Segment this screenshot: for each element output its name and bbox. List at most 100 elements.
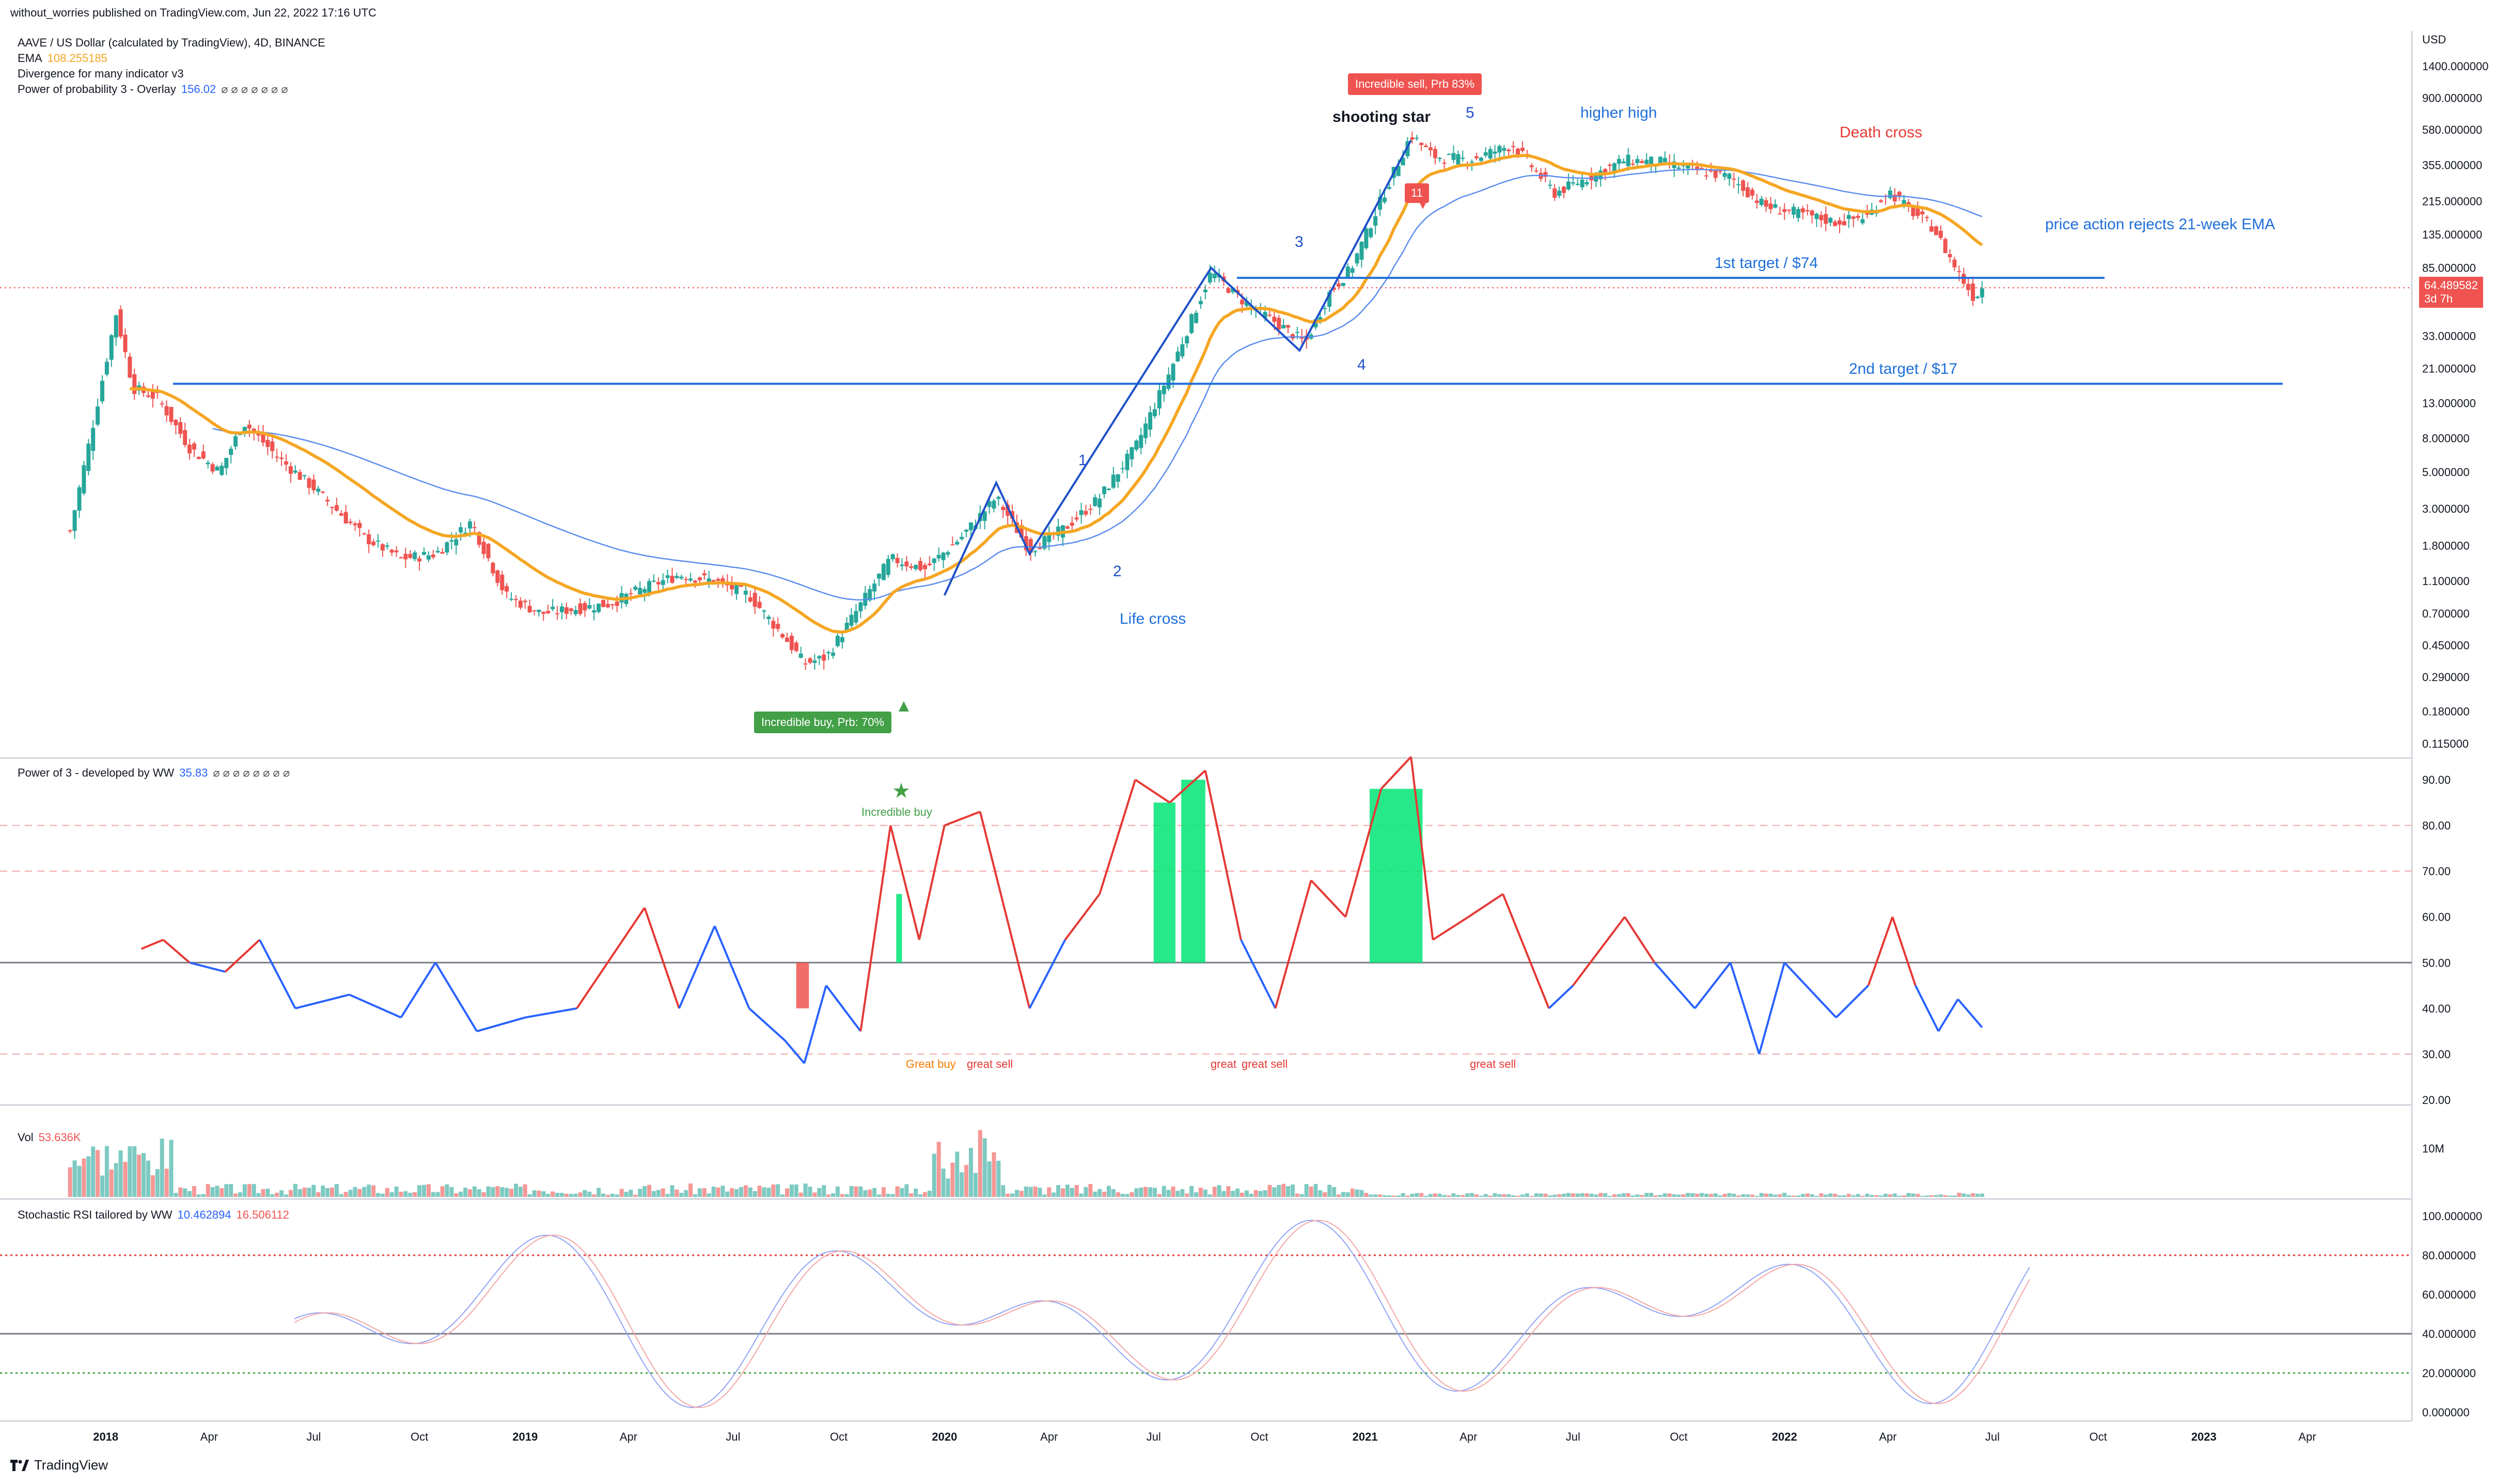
price-tick-label: 0.450000	[2422, 639, 2470, 652]
current-price-value: 64.489582	[2424, 279, 2478, 292]
candle-body	[459, 527, 463, 533]
candle-body	[375, 540, 380, 542]
candle-body	[835, 636, 840, 646]
candle-body	[1295, 331, 1299, 333]
candle-body	[421, 551, 426, 555]
candle-body	[964, 529, 969, 532]
volume-bar	[1240, 1192, 1245, 1197]
power-segment	[714, 925, 750, 1009]
incredible-sell-badge[interactable]: Incredible sell, Prb 83%	[1348, 73, 1482, 95]
stoch-rsi-axis[interactable]: 100.000000 80.000000 60.000000 40.000000 20.…	[2422, 1210, 2482, 1419]
volume-bar	[275, 1192, 279, 1197]
volume-axis[interactable]: 10M	[2422, 1142, 2444, 1155]
candle-body	[1938, 230, 1943, 238]
volume-bar	[1323, 1192, 1327, 1197]
symbol-legend[interactable]: AAVE / US Dollar (calculated by TradingV…	[18, 36, 325, 50]
stoch-rsi-legend[interactable]: Stochastic RSI tailored by WW 10.462894 16…	[18, 1208, 289, 1222]
candle-body	[1277, 318, 1281, 330]
volume-bar	[1768, 1193, 1773, 1197]
candle-body	[766, 617, 771, 619]
volume-bar	[762, 1187, 766, 1197]
candle-body	[661, 580, 665, 585]
candle-body	[413, 552, 417, 559]
divergence-legend[interactable]: Divergence for many indicator v3	[18, 67, 184, 81]
power-legend[interactable]: Power of 3 - developed by WW 35.83 ⌀ ⌀ ⌀ ⌀…	[18, 766, 290, 780]
candle-body	[1713, 170, 1718, 178]
candle-body	[1681, 165, 1686, 166]
candle-body	[1047, 532, 1052, 542]
volume-legend[interactable]: Vol 53.636K	[18, 1131, 81, 1144]
volume-bar	[1686, 1193, 1690, 1197]
candle-body	[1718, 171, 1722, 172]
price-tick-label: 0.115000	[2422, 737, 2469, 750]
candle-body	[605, 604, 610, 608]
reference-lines	[0, 825, 2412, 1374]
volume-bar	[743, 1185, 748, 1197]
candle-body	[256, 432, 261, 436]
candle-body	[822, 654, 826, 661]
candle-body	[1267, 314, 1272, 316]
time-axis[interactable]: 2018 Apr Jul Oct 2019 Apr Jul Oct 2020 Apr Jul Oct 2…	[93, 1430, 2316, 1443]
volume-bar	[421, 1185, 426, 1197]
power-axis[interactable]: 90.00 80.00 70.00 60.00 50.00 40.00 30.00 20.00	[2422, 773, 2451, 1107]
volume-bar	[1061, 1188, 1065, 1197]
volume-bar	[725, 1191, 730, 1197]
volume-bar	[1598, 1193, 1603, 1197]
tradingview-footer[interactable]: TradingView	[10, 1457, 108, 1473]
probability-legend[interactable]: Power of probability 3 - Overlay 156.02 ⌀ …	[18, 83, 288, 96]
candle-body	[334, 505, 339, 511]
volume-bar	[128, 1146, 132, 1197]
volume-bar	[1662, 1193, 1667, 1197]
candle-body	[509, 598, 514, 600]
volume-bar	[1764, 1193, 1768, 1197]
candle-body	[1033, 551, 1038, 552]
volume-bar	[592, 1194, 597, 1197]
volume-bar	[1345, 1192, 1350, 1197]
volume-bar	[918, 1194, 923, 1197]
candle-body	[890, 554, 895, 560]
volume-bar	[1700, 1193, 1704, 1197]
candle-body	[757, 602, 762, 608]
incredible-buy-badge[interactable]: Incredible buy, Prb: 70%	[754, 712, 892, 733]
candle-body	[316, 488, 321, 492]
volume-bar	[1038, 1188, 1042, 1197]
candle-body	[904, 561, 909, 567]
death-cross-label: Death cross	[1840, 124, 1923, 141]
time-tick-label: 2018	[93, 1430, 118, 1443]
candle-body	[826, 652, 831, 654]
volume-bar	[969, 1148, 974, 1197]
volume-bar	[1948, 1195, 1952, 1197]
volume-bar	[109, 1170, 114, 1197]
current-price-tag[interactable]: 64.489582 3d 7h	[2419, 277, 2483, 308]
volume-bar	[950, 1162, 955, 1197]
volume-bar	[1447, 1195, 1451, 1197]
volume-bar	[808, 1187, 812, 1197]
candle-body	[651, 580, 656, 582]
candle-body	[1897, 192, 1902, 197]
signal-count-badge[interactable]: 11	[1405, 183, 1429, 203]
volume-bar	[1635, 1194, 1640, 1197]
volume-bar	[1152, 1188, 1157, 1197]
volume-bar	[316, 1192, 321, 1197]
volume-bar	[1010, 1193, 1015, 1197]
stoch-rsi-tick-label: 60.000000	[2422, 1288, 2476, 1301]
ema-legend[interactable]: EMA 108.255185	[18, 52, 107, 65]
volume-bar	[1584, 1193, 1589, 1197]
price-axis[interactable]: 1400.000000 900.000000 580.000000 355.00000…	[2422, 60, 2488, 750]
volume-bar	[638, 1189, 642, 1197]
wave-2-label: 2	[1113, 563, 1122, 580]
candle-body	[798, 653, 803, 658]
power-segment	[1344, 788, 1383, 918]
volume-bar	[1336, 1194, 1341, 1197]
volume-bar	[1961, 1193, 1966, 1197]
volume-bar	[1589, 1193, 1594, 1197]
volume-bar	[169, 1140, 174, 1197]
candle-body	[329, 507, 334, 508]
candle-body	[495, 570, 500, 583]
volume-bar	[551, 1191, 555, 1197]
candle-body	[1860, 219, 1865, 224]
candle-body	[146, 395, 151, 397]
volume-bar	[1676, 1194, 1681, 1197]
volume-bar	[1042, 1194, 1047, 1197]
